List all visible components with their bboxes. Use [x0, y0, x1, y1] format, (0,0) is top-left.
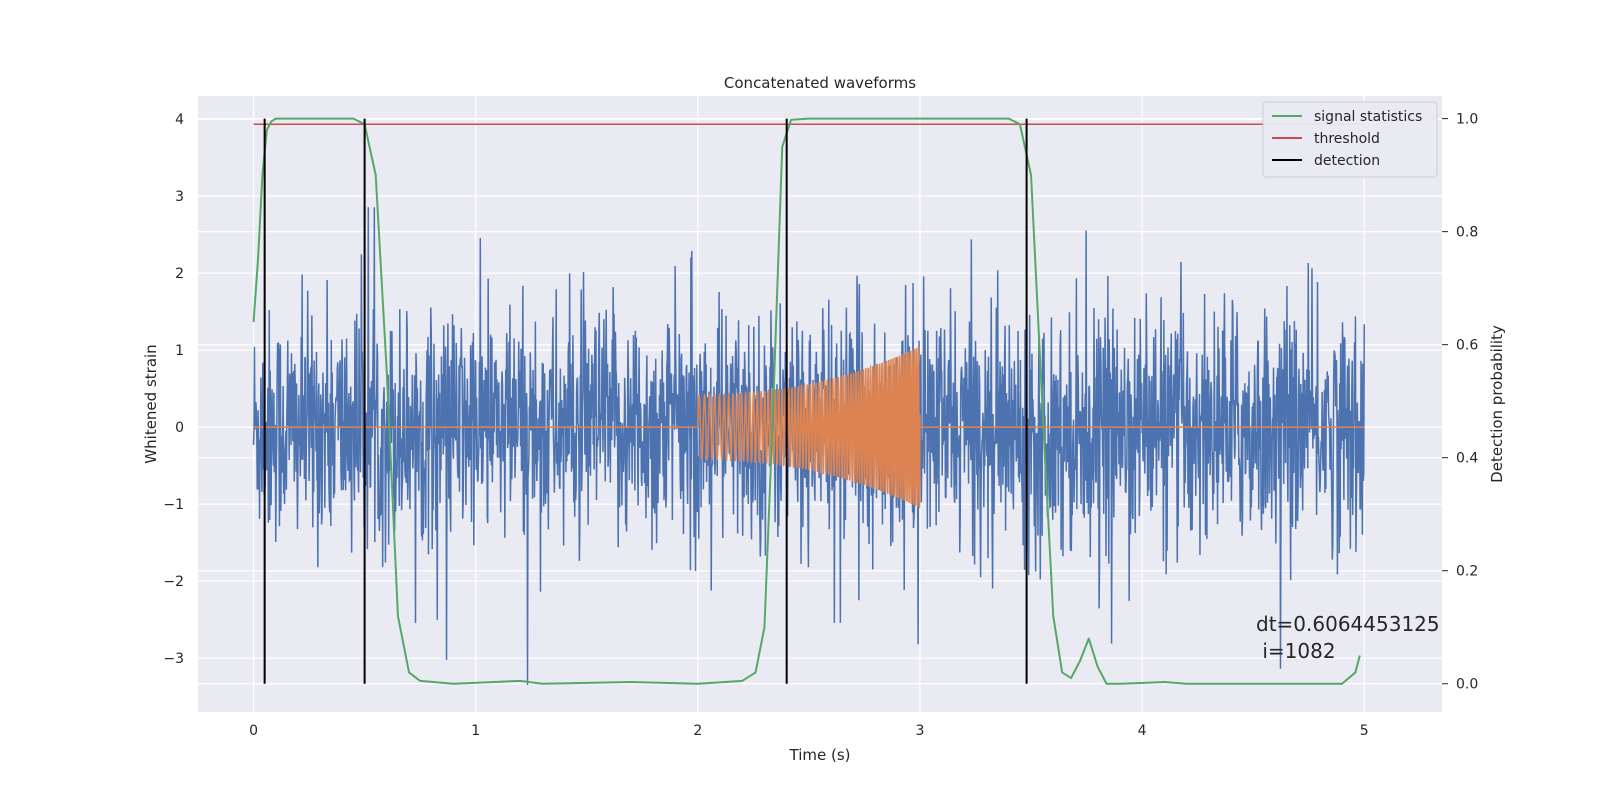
template-waveform-series — [253, 347, 1365, 509]
y2-tick-label: 1.0 — [1456, 112, 1478, 128]
legend-label: detection — [1314, 153, 1380, 169]
x-tick-label: 3 — [916, 723, 925, 739]
y-tick-label: −3 — [163, 651, 184, 667]
x-tick-label: 0 — [249, 723, 258, 739]
x-tick-label: 2 — [693, 723, 702, 739]
annotation-line: i=1082 — [1256, 639, 1336, 663]
chart-title: Concatenated waveforms — [724, 74, 916, 92]
legend-label: threshold — [1314, 131, 1380, 147]
legend: signal statistics threshold detection — [1262, 101, 1438, 178]
y2-axis-label: Detection probability — [1488, 325, 1506, 483]
y-tick-label: 1 — [175, 343, 184, 359]
legend-label: signal statistics — [1314, 109, 1422, 125]
x-tick-label: 4 — [1138, 723, 1147, 739]
y-tick-label: −2 — [163, 574, 184, 590]
y-axis-ticks: −3 −2 −1 0 1 2 3 4 — [163, 112, 184, 667]
legend-box — [1262, 101, 1438, 178]
x-tick-label: 1 — [471, 723, 480, 739]
y-axis-label: Whitened strain — [142, 344, 160, 463]
y2-tick-label: 0.8 — [1456, 225, 1478, 241]
y-tick-label: −1 — [163, 497, 184, 513]
annotation-line: dt=0.6064453125 — [1256, 612, 1440, 636]
series-layer — [252, 117, 1365, 686]
y2-tick-label: 0.0 — [1456, 677, 1478, 693]
x-tick-label: 5 — [1360, 723, 1369, 739]
x-axis-ticks: 0 1 2 3 4 5 — [249, 723, 1369, 739]
y2-tick-label: 0.4 — [1456, 451, 1478, 467]
y-tick-label: 3 — [175, 189, 184, 205]
x-axis-label: Time (s) — [789, 746, 851, 764]
signal-statistics-series — [252, 117, 1361, 685]
annotation: dt=0.6064453125 i=1082 — [1256, 612, 1440, 663]
y-tick-label: 2 — [175, 266, 184, 282]
y-tick-label: 0 — [175, 420, 184, 436]
y-tick-label: 4 — [175, 112, 184, 128]
y2-tick-label: 0.6 — [1456, 338, 1478, 354]
y2-tick-label: 0.2 — [1456, 564, 1478, 580]
y2-axis-ticks: 0.0 0.2 0.4 0.6 0.8 1.0 — [1442, 112, 1478, 693]
